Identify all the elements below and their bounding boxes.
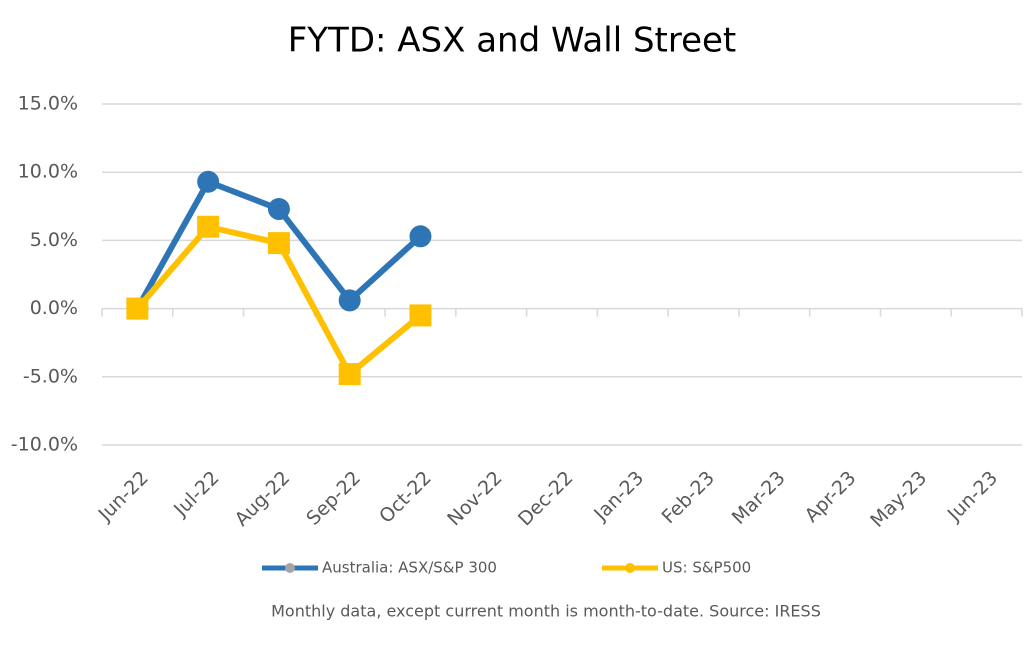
marker [197,215,220,238]
x-tick-label: Nov-22 [443,467,506,530]
legend-label: US: S&P500 [662,559,751,577]
x-tick-label: Dec-22 [514,467,578,531]
x-tick-label: Jun-23 [943,467,1002,526]
x-tick-label: Mar-23 [728,467,790,529]
marker [126,297,149,320]
marker [267,198,290,221]
y-tick-label: -5.0% [23,365,78,387]
x-tick-label: Aug-22 [231,467,295,531]
x-tick-label: May-23 [866,467,931,532]
x-tick-label: Jul-22 [169,467,223,521]
x-tick-label: Oct-22 [375,467,436,528]
y-tick-label: -10.0% [11,434,78,456]
x-tick-label: Feb-23 [658,467,719,528]
legend-dot [285,563,295,573]
y-tick-label: 15.0% [18,93,78,115]
legend-dot [625,563,635,573]
marker [197,170,220,193]
x-tick-label: Jan-23 [589,467,648,526]
marker [409,304,432,327]
y-tick-label: 5.0% [30,229,78,251]
x-tick-label: Apr-23 [801,467,861,527]
x-tick-label: Jun-22 [94,467,153,526]
marker [338,363,361,386]
y-tick-label: 10.0% [18,161,78,183]
note: Monthly data, except current month is mo… [271,602,821,621]
legend-label: Australia: ASX/S&P 300 [322,559,497,577]
chart-title: FYTD: ASX and Wall Street [288,21,737,61]
marker [338,289,361,312]
marker [409,225,432,248]
x-tick-label: Sep-22 [302,467,365,530]
marker [267,232,290,255]
y-tick-label: 0.0% [30,297,78,319]
